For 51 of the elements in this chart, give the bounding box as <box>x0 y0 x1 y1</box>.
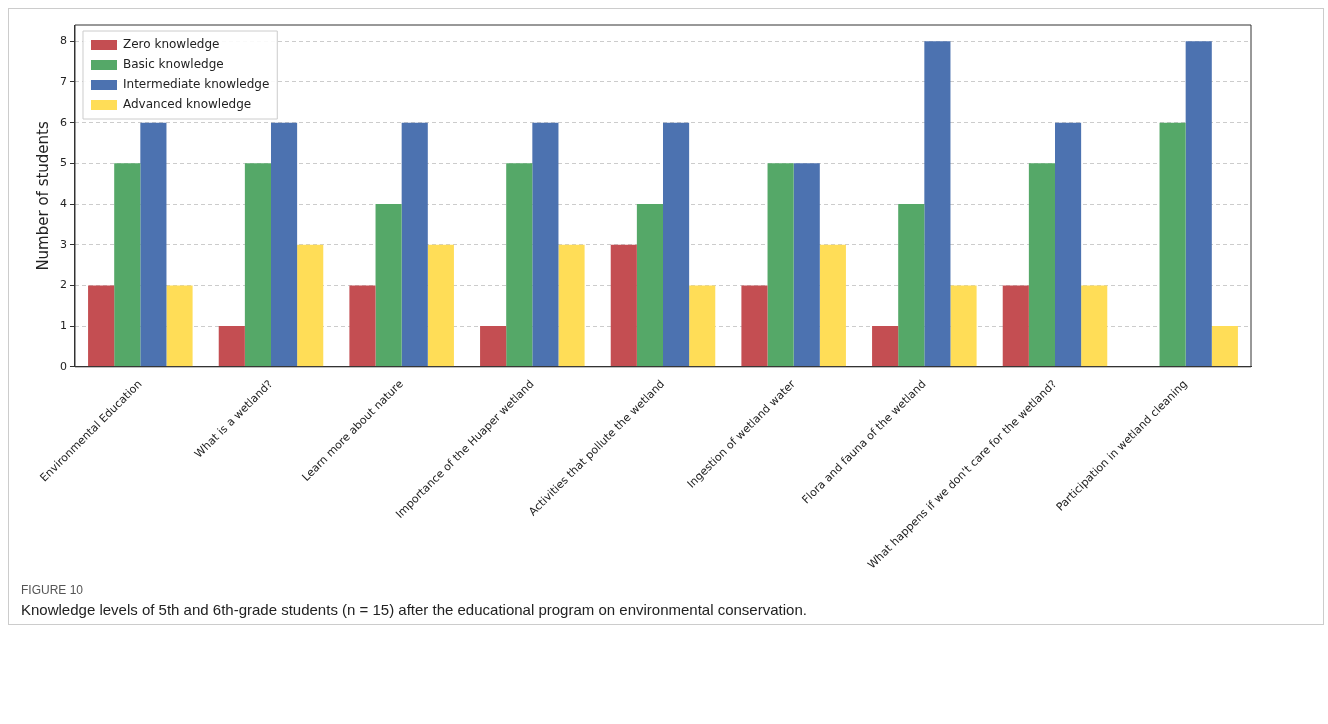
bar <box>872 326 899 367</box>
y-tick-label: 6 <box>60 115 67 129</box>
bar <box>1185 41 1212 367</box>
bar <box>793 163 820 367</box>
y-tick-label: 8 <box>60 34 67 48</box>
bar <box>924 41 951 367</box>
bar <box>1159 122 1186 367</box>
y-tick-label: 5 <box>60 156 67 170</box>
y-tick-label: 0 <box>60 359 67 373</box>
caption: FIGURE 10 <box>21 583 84 597</box>
bar <box>349 285 376 367</box>
bar <box>532 122 559 367</box>
bar <box>297 244 324 367</box>
bar <box>898 204 925 367</box>
bar <box>244 163 271 367</box>
bar <box>558 244 585 367</box>
y-tick-label: 4 <box>60 196 67 210</box>
bar <box>663 122 690 367</box>
legend-label: Basic knowledge <box>123 57 224 72</box>
y-tick-label: 3 <box>60 237 67 251</box>
bar <box>114 163 141 367</box>
bar <box>741 285 768 367</box>
bar <box>950 285 977 367</box>
legend-label: Zero knowledge <box>123 37 220 52</box>
bar <box>1211 326 1238 367</box>
bar <box>480 326 507 367</box>
bar <box>88 285 115 367</box>
bar <box>401 122 428 367</box>
bar <box>1081 285 1108 367</box>
text: Knowledge levels of 5th and 6th-grade students (n = 15) after the educational program on environmental conservation. <box>21 601 808 618</box>
bar <box>427 244 454 367</box>
bar <box>166 285 193 367</box>
bar <box>271 122 298 367</box>
bar <box>1002 285 1029 367</box>
y-axis-title: Number of students <box>33 121 52 271</box>
bar <box>506 163 533 367</box>
y-tick-label: 2 <box>60 278 67 292</box>
bar <box>140 122 167 367</box>
bar <box>1055 122 1082 367</box>
legend-label: Intermediate knowledge <box>123 77 270 92</box>
legend-label: Advanced knowledge <box>123 97 252 112</box>
bar <box>819 244 846 367</box>
bar <box>375 204 402 367</box>
bar <box>689 285 716 367</box>
y-tick-label: 7 <box>60 74 67 88</box>
bar <box>610 244 637 367</box>
y-tick-label: 1 <box>60 318 67 332</box>
bar <box>1028 163 1055 367</box>
bar <box>636 204 663 367</box>
bar <box>767 163 794 367</box>
bar <box>218 326 245 367</box>
